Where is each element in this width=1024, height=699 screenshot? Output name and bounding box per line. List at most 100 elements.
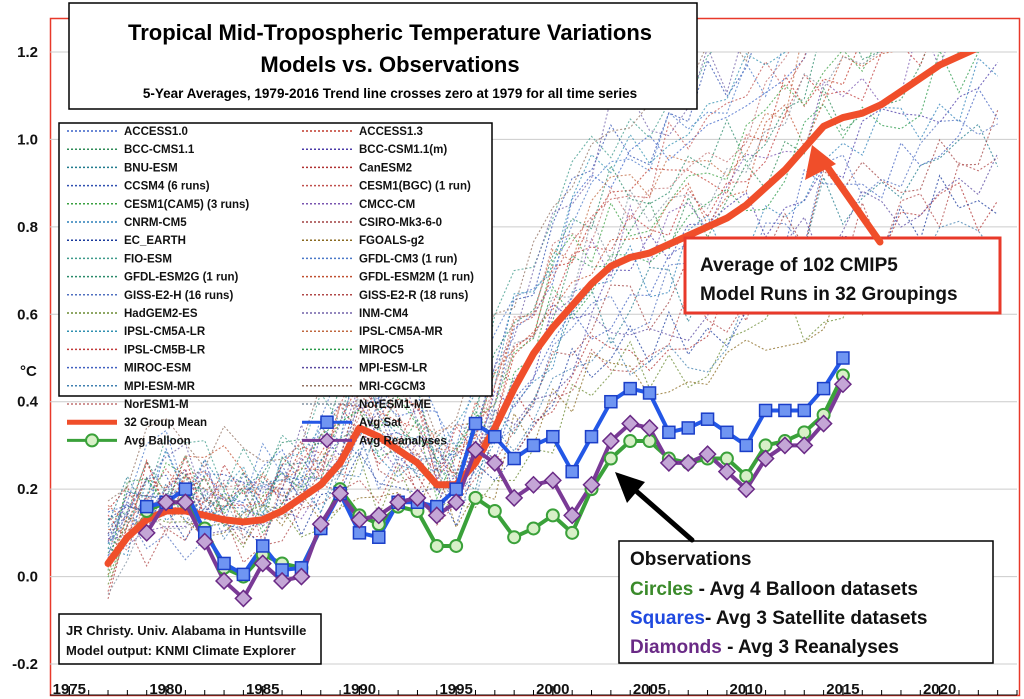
legend-label: NorESM1-ME [359,399,432,411]
legend-label: ACCESS1.3 [359,126,423,138]
model-line-cesm1-cam5-3-runs- [107,52,873,578]
model-line-csiro-mk3-6-0 [107,110,999,546]
satellite-point [604,394,618,409]
satellite-point [236,567,251,582]
legend: ACCESS1.0 ACCESS1.3 BCC-CMS1.1 BCC-CSM1.1(m… [58,122,493,449]
model-line-cesm1-bgc-1-run- [107,52,807,592]
satellite-point [217,556,231,571]
x-tick-label: 2015 [826,681,859,698]
balloon-point [623,434,638,449]
reanalyses-point [543,471,562,490]
model-line-access1-0 [107,52,808,514]
observations-annotation: Observations Circles - Avg 4 Balloon dat… [615,472,994,664]
diamonds-text: - Avg 3 Reanalyses [722,637,899,658]
legend-label: FGOALS-g2 [359,235,424,247]
legend-label: IPSL-CM5A-MR [359,326,443,338]
y-tick-label: -0.2 [12,656,38,673]
reanalyses-point [775,436,794,455]
satellite-point [546,429,560,444]
reanalyses-point [137,523,156,542]
reanalyses-point [408,488,427,507]
reanalyses-point [601,431,620,451]
model-line-hadgem2-es [107,242,998,585]
reanalyses-point [350,510,369,529]
reanalyses-point [427,506,446,525]
legend-label: MIROC5 [359,344,404,356]
balloon-point [526,521,541,536]
balloon-point [565,525,580,540]
model-average-box [683,236,1002,315]
reanalyses-point [717,462,736,481]
legend-label: BCC-CMS1.1 [124,144,195,156]
satellite-point [565,464,579,479]
reanalyses-point [214,571,234,591]
model-line-mpi-esm-mr [107,220,999,541]
satellite-point [739,438,753,453]
observations-box [618,540,994,664]
legend-label: CCSM4 (6 runs) [124,181,210,193]
reanalyses-point [582,475,601,494]
model-line-miroc5 [107,52,980,571]
model-line-inm-cm4 [107,52,740,559]
legend-label-sat: Avg Sat [359,417,402,429]
legend-label: MPI-ESM-MR [124,381,196,393]
series-layer [104,52,978,608]
y-tick-label: 0.0 [17,569,38,586]
observations-title: Observations [630,549,751,570]
model-line-bnu-esm [107,123,999,528]
reanalyses-point [156,493,176,512]
legend-label: IPSL-CM5B-LR [124,344,206,356]
credit-box-bg [58,613,322,665]
legend-label: CESM1(BGC) (1 run) [359,181,471,193]
balloon-point [429,538,444,553]
model-average-line-2: Model Runs in 32 Groupings [700,284,958,305]
observations-arrow [615,472,695,543]
reanalyses-point [756,449,775,468]
legend-bg [58,122,493,397]
chart-subtitle-2: 5-Year Averages, 1979-2016 Trend line cr… [143,86,637,101]
satellite-point [816,381,831,396]
model-line-ipsl-cm5a-mr [107,52,800,532]
reanalyses-point [176,493,195,512]
model-average-line-1: Average of 102 CMIP5 [700,255,898,276]
reanalyses-point [505,488,524,507]
legend-label: ACCESS1.0 [124,126,188,138]
satellite-point [623,381,637,396]
y-tick-label: 0.8 [17,219,38,236]
x-tick-label: 1985 [246,681,279,698]
x-tick-label: 1980 [149,681,182,698]
legend-label: GFDL-CM3 (1 run) [359,253,458,265]
model-line-ccsm4-6-runs- [107,52,753,537]
legend-label: MRI-CGCM3 [359,381,425,393]
satellite-point [507,451,521,466]
credit-line-2: Model output: KNMI Climate Explorer [66,643,296,658]
credit-line-1: JR Christy. Univ. Alabama in Huntsville [66,623,306,638]
model-average-annotation: Average of 102 CMIP5 Model Runs in 32 Gr… [683,145,1002,315]
satellite-point [720,425,734,440]
legend-label: FIO-ESM [124,253,172,265]
balloon-point [468,490,483,505]
reanalyses-point [679,453,698,472]
legend-marker-reanalyses [318,432,336,449]
legend-label: CNRM-CM5 [124,217,187,229]
series-line-group-mean [104,52,978,567]
reanalyses-point [640,418,659,438]
reanalyses-point [485,453,504,472]
reanalyses-point [466,440,485,459]
legend-label-mean: 32 Group Mean [124,417,207,429]
legend-label: CanESM2 [359,162,412,174]
chart-subtitle: Models vs. Observations [260,52,519,77]
observations-circles-line: Circles - Avg 4 Balloon datasets [630,579,918,600]
legend-label: HadGEM2-ES [124,308,198,320]
satellite-point [526,438,541,453]
reanalyses-point [369,506,388,525]
legend-marker-sat [320,415,334,429]
reanalyses-point [195,532,214,551]
satellite-point [642,386,657,400]
legend-label: IPSL-CM5A-LR [124,326,206,338]
observations-squares-line: Squares- Avg 3 Satellite datasets [630,608,927,629]
reanalyses-point [833,375,853,394]
legend-label: CMCC-CM [359,199,415,211]
x-tick-label: 2005 [633,681,666,698]
squares-text: - Avg 3 Satellite datasets [705,608,927,629]
